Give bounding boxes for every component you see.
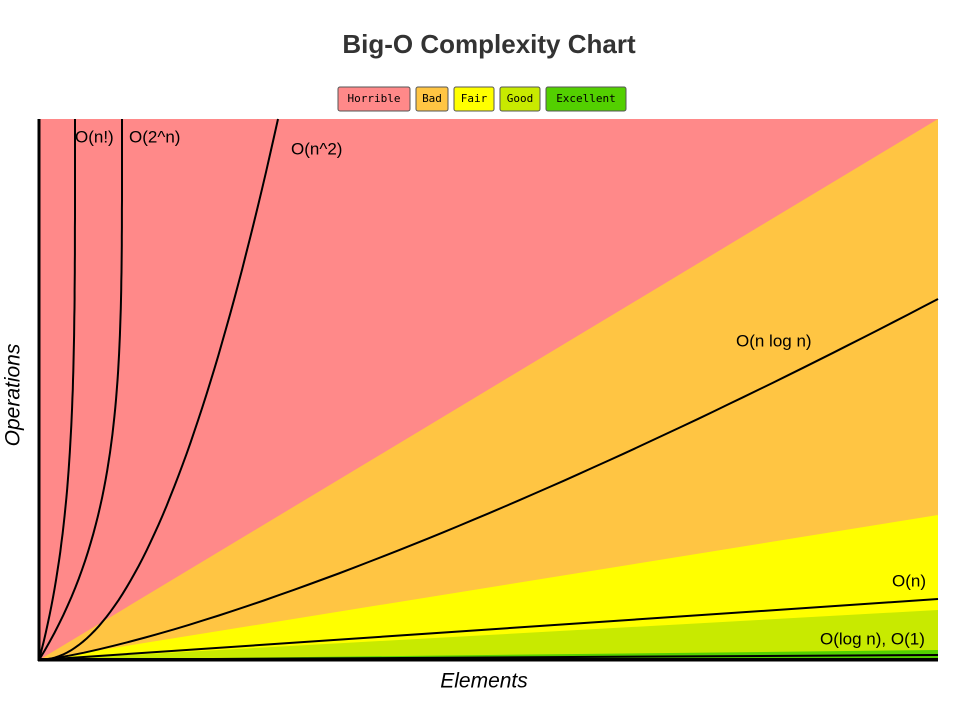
chart-title: Big-O Complexity Chart: [342, 29, 636, 59]
legend-swatch: [453, 86, 495, 112]
legend-item[interactable]: Bad: [415, 86, 449, 112]
legend-swatch: [545, 86, 627, 112]
curve-label: O(n): [892, 571, 926, 590]
curve-exponential: [38, 119, 123, 661]
legend-item[interactable]: Good: [499, 86, 541, 112]
legend-swatch: [415, 86, 449, 112]
curve-label: O(n^2): [291, 139, 342, 158]
legend-swatch: [337, 86, 411, 112]
legend-item[interactable]: Horrible: [337, 86, 411, 112]
legend: Horrible Bad Fair Good Excellent: [337, 86, 627, 112]
curve-label: O(n!): [75, 127, 114, 146]
legend-item[interactable]: Fair: [453, 86, 495, 112]
region-good: [39, 610, 938, 660]
curve-label: O(n log n): [736, 331, 812, 350]
curve-nlogn: [38, 298, 939, 661]
legend-label: Bad: [422, 92, 442, 105]
legend-item[interactable]: Excellent: [545, 86, 627, 112]
region-excellent: [39, 650, 938, 660]
curve-labels: O(n!) O(2^n) O(n^2) O(n log n) O(n) O(log n),…: [75, 127, 926, 648]
legend-label: Horrible: [348, 92, 401, 105]
legend-label: Excellent: [556, 92, 616, 105]
x-axis-label: Elements: [440, 670, 528, 693]
curve-factorial: [38, 119, 76, 661]
curve-linear: [38, 598, 939, 661]
regions: [39, 119, 938, 660]
region-bad: [39, 119, 938, 660]
legend-swatch: [499, 86, 541, 112]
curve-label: O(2^n): [129, 127, 180, 146]
curve-label: O(log n), O(1): [820, 629, 925, 648]
legend-label: Good: [507, 92, 534, 105]
y-axis-label: Operations: [2, 343, 25, 446]
legend-label: Fair: [461, 92, 488, 105]
curve-quadratic: [38, 118, 279, 661]
